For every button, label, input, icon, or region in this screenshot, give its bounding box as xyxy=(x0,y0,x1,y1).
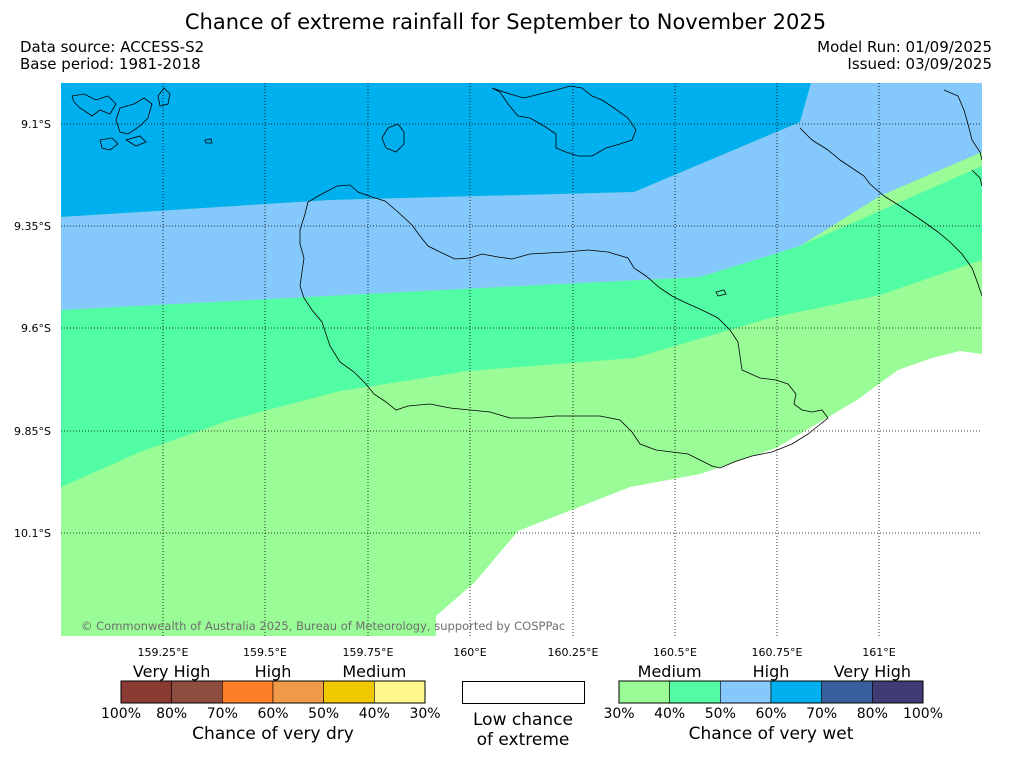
low-chance-line2: of extreme xyxy=(476,730,570,750)
lon-label: 160.75°E xyxy=(752,646,803,659)
dry-tick-label: 40% xyxy=(358,706,390,722)
lat-label: 9.1°S xyxy=(21,118,51,131)
dry-colorbar-frame xyxy=(120,680,426,704)
lat-label: 10.1°S xyxy=(14,527,51,540)
low-chance-label: Low chance of extreme xyxy=(440,710,606,750)
low-chance-line1: Low chance xyxy=(473,710,573,730)
islet-east xyxy=(715,289,727,297)
wet-tick-label: 30% xyxy=(603,706,635,722)
lon-label: 159.5°E xyxy=(243,646,287,659)
model-run-text: Model Run: 01/09/2025 xyxy=(817,38,992,56)
dry-category-label: High xyxy=(254,662,292,681)
dry-colorbar-swatch xyxy=(222,680,274,704)
run-info: Model Run: 01/09/2025 Issued: 03/09/2025 xyxy=(817,39,992,73)
graticule xyxy=(61,83,982,636)
wet-colorbar-swatch xyxy=(720,680,772,704)
wet-category-label: Very High xyxy=(833,662,912,681)
lon-label: 159.25°E xyxy=(138,646,189,659)
dry-colorbar xyxy=(120,680,426,704)
copyright-notice: © Commonwealth of Australia 2025, Bureau… xyxy=(81,619,565,633)
coastline xyxy=(71,85,982,469)
zone-60-70-light-blue xyxy=(61,83,982,310)
source-info: Data source: ACCESS-S2 Base period: 1981… xyxy=(20,39,204,73)
lat-label: 9.35°S xyxy=(14,220,51,233)
lat-label: 9.6°S xyxy=(21,322,51,335)
zone-40-50-green xyxy=(61,166,982,487)
wet-colorbar-swatch xyxy=(872,680,924,704)
lon-label: 159.75°E xyxy=(343,646,394,659)
page-title: Chance of extreme rainfall for September… xyxy=(184,10,827,34)
rainfall-chance-zones xyxy=(61,83,982,636)
base-period-text: Base period: 1981-2018 xyxy=(20,55,201,73)
lat-label: 9.85°S xyxy=(14,425,51,438)
dry-colorbar-swatch xyxy=(374,680,426,704)
wet-colorbar-title: Chance of very wet xyxy=(688,724,854,744)
dry-tick-label: 30% xyxy=(409,706,441,722)
florida-islands-outline xyxy=(491,85,637,157)
wet-colorbar xyxy=(618,680,924,704)
wet-tick-label: 40% xyxy=(654,706,686,722)
wet-category-label: High xyxy=(752,662,790,681)
wet-tick-label: 100% xyxy=(902,706,944,722)
low-chance-swatch xyxy=(462,681,585,704)
wet-tick-label: 80% xyxy=(856,706,888,722)
longitude-labels: 159.25°E 159.5°E 159.75°E 160°E 160.25°E 160.… xyxy=(138,646,896,659)
lon-label: 161°E xyxy=(862,646,895,659)
dry-colorbar-swatch xyxy=(171,680,223,704)
dry-category-label: Very High xyxy=(132,662,211,681)
wet-tick-label: 60% xyxy=(755,706,787,722)
islet-nw xyxy=(204,138,213,144)
latitude-labels: 9.1°S 9.35°S 9.6°S 9.85°S 10.1°S xyxy=(14,118,51,540)
wet-tick-label: 70% xyxy=(806,706,838,722)
wet-colorbar-swatch xyxy=(770,680,822,704)
zone-low-chance-white xyxy=(436,351,982,636)
dry-colorbar-title: Chance of very dry xyxy=(192,724,354,744)
wet-tick-label: 50% xyxy=(704,706,736,722)
dry-colorbar-swatch xyxy=(323,680,375,704)
lon-label: 160.25°E xyxy=(548,646,599,659)
dry-category-label: Medium xyxy=(342,662,407,681)
dry-tick-label: 70% xyxy=(206,706,238,722)
small-island-center xyxy=(381,123,405,153)
main-island-outline xyxy=(299,184,829,469)
dry-colorbar-swatch xyxy=(272,680,324,704)
dry-tick-label: 60% xyxy=(257,706,289,722)
lon-label: 160.5°E xyxy=(653,646,697,659)
lon-label: 160°E xyxy=(453,646,486,659)
wet-colorbar-swatch xyxy=(821,680,873,704)
dry-tick-label: 80% xyxy=(156,706,188,722)
wet-colorbar-swatch xyxy=(618,680,670,704)
dry-tick-label: 100% xyxy=(100,706,142,722)
dry-tick-label: 50% xyxy=(308,706,340,722)
nw-coast-fragments xyxy=(71,87,171,151)
zone-70-80-blue xyxy=(61,83,811,217)
data-source-text: Data source: ACCESS-S2 xyxy=(20,38,205,56)
dry-colorbar-swatch xyxy=(120,680,172,704)
wet-category-label: Medium xyxy=(637,662,702,681)
wet-colorbar-swatch xyxy=(669,680,721,704)
issued-text: Issued: 03/09/2025 xyxy=(847,55,992,73)
wet-colorbar-frame xyxy=(618,680,924,704)
